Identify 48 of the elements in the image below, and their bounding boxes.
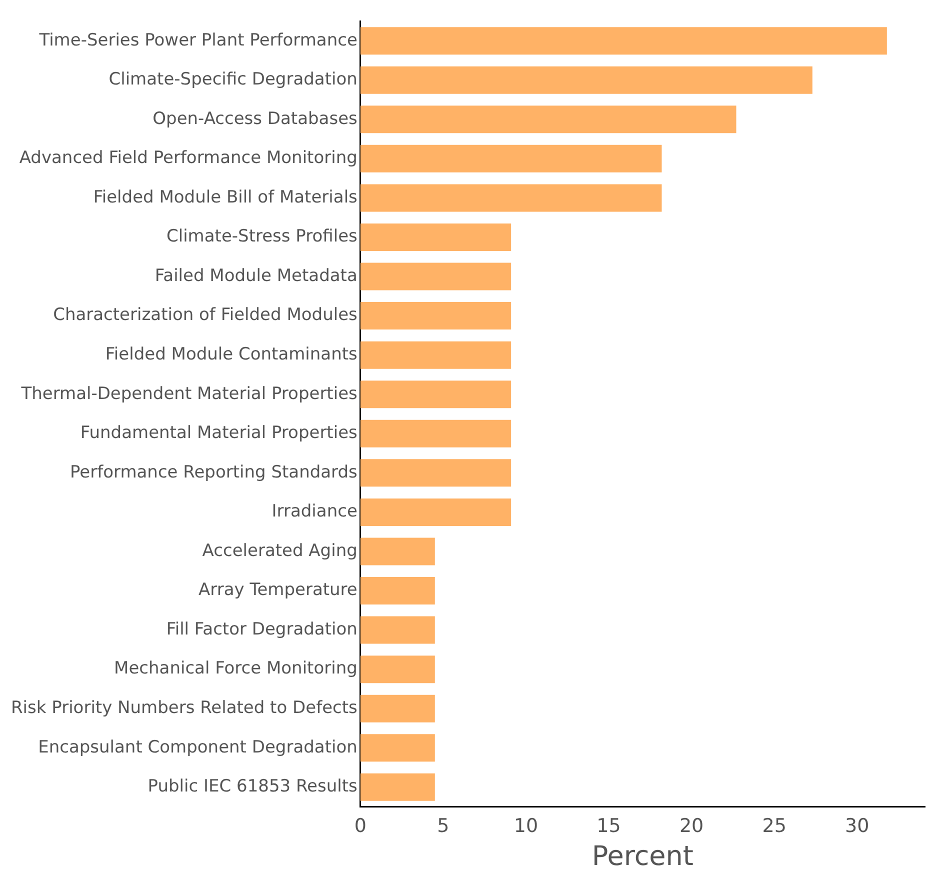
bar	[360, 262, 512, 290]
y-tick-label: Risk Priority Numbers Related to Defects	[10, 698, 358, 718]
bar	[360, 694, 435, 722]
bar	[360, 341, 512, 369]
bar	[360, 144, 662, 172]
x-tick-label: 30	[845, 815, 870, 838]
bar	[360, 616, 435, 644]
bar	[360, 656, 435, 684]
bar	[360, 459, 512, 487]
y-tick-label: Accelerated Aging	[202, 540, 358, 561]
y-tick-label: Fill Factor Degradation	[166, 619, 358, 640]
y-tick-label: Fielded Module Bill of Materials	[93, 187, 358, 208]
y-tick-label: Thermal-Dependent Material Properties	[20, 384, 358, 404]
y-tick-label: Public IEC 61853 Results	[148, 776, 358, 797]
bar	[360, 773, 435, 801]
bar	[360, 27, 887, 55]
bar	[360, 577, 435, 605]
bar	[360, 734, 435, 762]
x-tick-label: 5	[437, 815, 450, 838]
x-tick-label: 20	[679, 815, 704, 838]
bar	[360, 420, 512, 448]
y-tick-label: Fundamental Material Properties	[80, 423, 358, 444]
bar	[360, 302, 512, 330]
y-tick-label: Climate-Specific Degradation	[108, 70, 358, 90]
x-tick-label: 15	[596, 815, 621, 838]
bar	[360, 380, 512, 408]
y-tick-label: Advanced Field Performance Monitoring	[19, 148, 358, 168]
y-tick-label: Failed Module Metadata	[154, 266, 358, 286]
bar	[360, 106, 736, 134]
x-axis-title: Percent	[592, 840, 694, 872]
y-tick-label: Mechanical Force Monitoring	[114, 658, 358, 679]
y-tick-label: Encapsulant Component Degradation	[38, 737, 358, 758]
y-tick-label: Fielded Module Contaminants	[105, 344, 358, 364]
y-tick-label: Characterization of Fielded Modules	[53, 305, 358, 326]
y-tick-label: Open-Access Databases	[152, 108, 358, 129]
bar	[360, 223, 512, 251]
y-tick-label: Performance Reporting Standards	[70, 462, 358, 482]
x-tick-label: 25	[762, 815, 786, 838]
y-tick-label: Time-Series Power Plant Performance	[38, 30, 358, 50]
x-tick-label: 10	[514, 815, 538, 838]
y-tick-label: Irradiance	[272, 502, 358, 522]
bar	[360, 184, 662, 212]
bar	[360, 498, 512, 526]
y-tick-label: Array Temperature	[198, 580, 358, 600]
x-tick-label: 0	[354, 815, 366, 838]
bar	[360, 66, 812, 94]
bar	[360, 538, 435, 566]
y-tick-label: Climate-Stress Profiles	[166, 226, 358, 247]
